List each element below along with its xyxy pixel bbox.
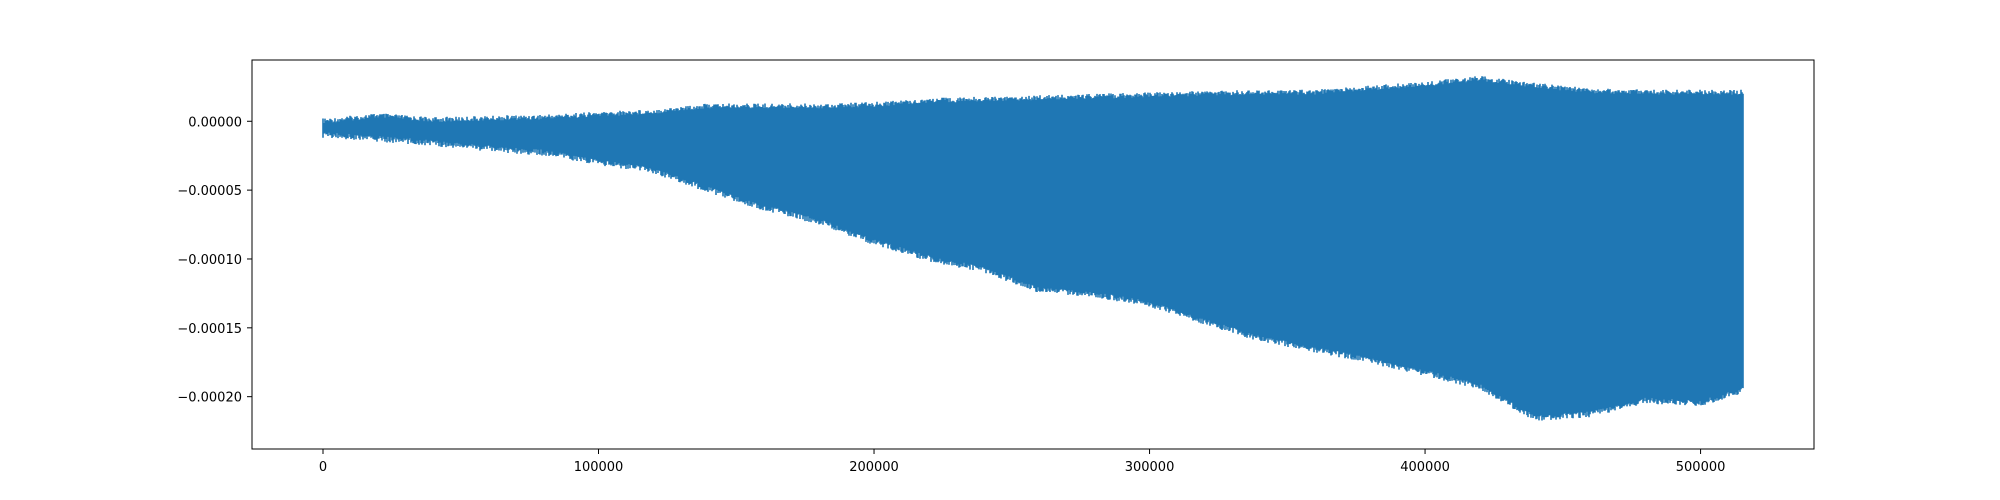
plot-frame [251,59,1815,450]
x-tick-label: 100000 [574,460,624,475]
y-tick-label: −0.00020 [177,391,242,406]
y-tick-label: 0.00000 [188,115,242,130]
x-tick-label: 500000 [1676,460,1726,475]
x-tick-label: 300000 [1125,460,1175,475]
x-tick-label: 0 [319,460,327,475]
series-line [322,76,1744,421]
x-axis: 0 100000 200000 300000 400000 500000 [319,449,1726,475]
x-tick-label: 200000 [849,460,899,475]
y-tick-label: −0.00005 [177,184,242,199]
y-tick-label: −0.00015 [177,322,242,337]
series-layer [322,76,1744,421]
y-axis: 0.00000 −0.00005 −0.00010 −0.00015 −0.00020 [177,115,252,406]
x-tick-label: 400000 [1400,460,1450,475]
series-envelope [322,76,1744,421]
y-tick-label: −0.00010 [177,253,242,268]
